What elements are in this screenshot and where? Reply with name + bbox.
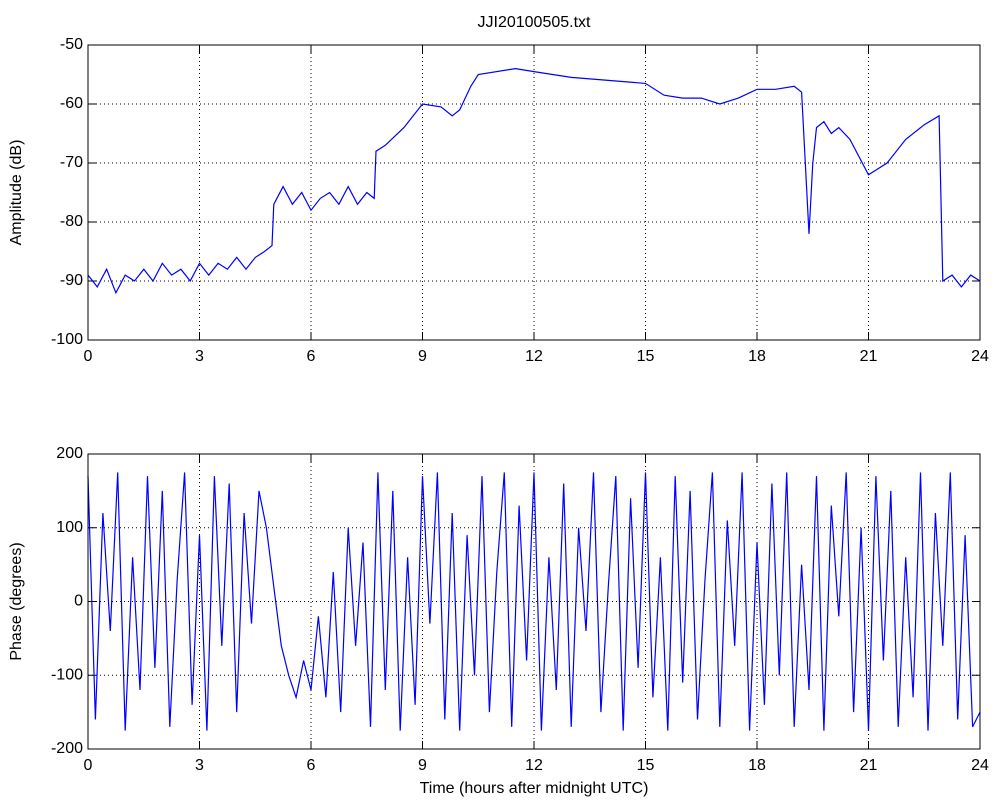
y-tick-label: -100: [51, 331, 83, 348]
x-tick-label: 21: [860, 348, 878, 365]
data-line: [87, 67, 981, 295]
x-tick-label: 0: [84, 348, 93, 365]
y-tick-label: 0: [74, 593, 83, 610]
x-tick-label: 3: [195, 348, 204, 365]
y-axis-label: Phase (degrees): [8, 542, 25, 660]
x-tick-label: 12: [525, 757, 543, 774]
x-tick-label: 6: [307, 757, 316, 774]
x-tick-label: 9: [418, 757, 427, 774]
y-tick-label: 100: [56, 519, 83, 536]
chart-title: JJI20100505.txt: [478, 14, 592, 31]
x-tick-label: 6: [307, 348, 316, 365]
y-tick-label: -50: [60, 36, 83, 53]
y-tick-label: 200: [56, 445, 83, 462]
x-tick-label: 0: [84, 757, 93, 774]
y-tick-label: -60: [60, 95, 83, 112]
x-tick-label: 21: [860, 757, 878, 774]
axes-box: [87, 453, 981, 750]
y-tick-label: -90: [60, 272, 83, 289]
x-tick-label: 18: [748, 348, 766, 365]
x-tick-label: 12: [525, 348, 543, 365]
x-tick-label: 15: [637, 757, 655, 774]
y-tick-label: -70: [60, 154, 83, 171]
data-line: [87, 472, 981, 731]
y-tick-label: -200: [51, 740, 83, 757]
x-tick-label: 18: [748, 757, 766, 774]
y-axis-label: Amplitude (dB): [8, 140, 25, 246]
plot-area: [88, 45, 980, 340]
x-tick-label: 15: [637, 348, 655, 365]
x-tick-label: 9: [418, 348, 427, 365]
y-tick-label: -80: [60, 213, 83, 230]
x-axis-label: Time (hours after midnight UTC): [420, 780, 649, 797]
x-tick-label: 3: [195, 757, 204, 774]
axes-box: [87, 44, 981, 341]
y-tick-label: -100: [51, 666, 83, 683]
x-tick-label: 24: [971, 348, 989, 365]
x-tick-label: 24: [971, 757, 989, 774]
